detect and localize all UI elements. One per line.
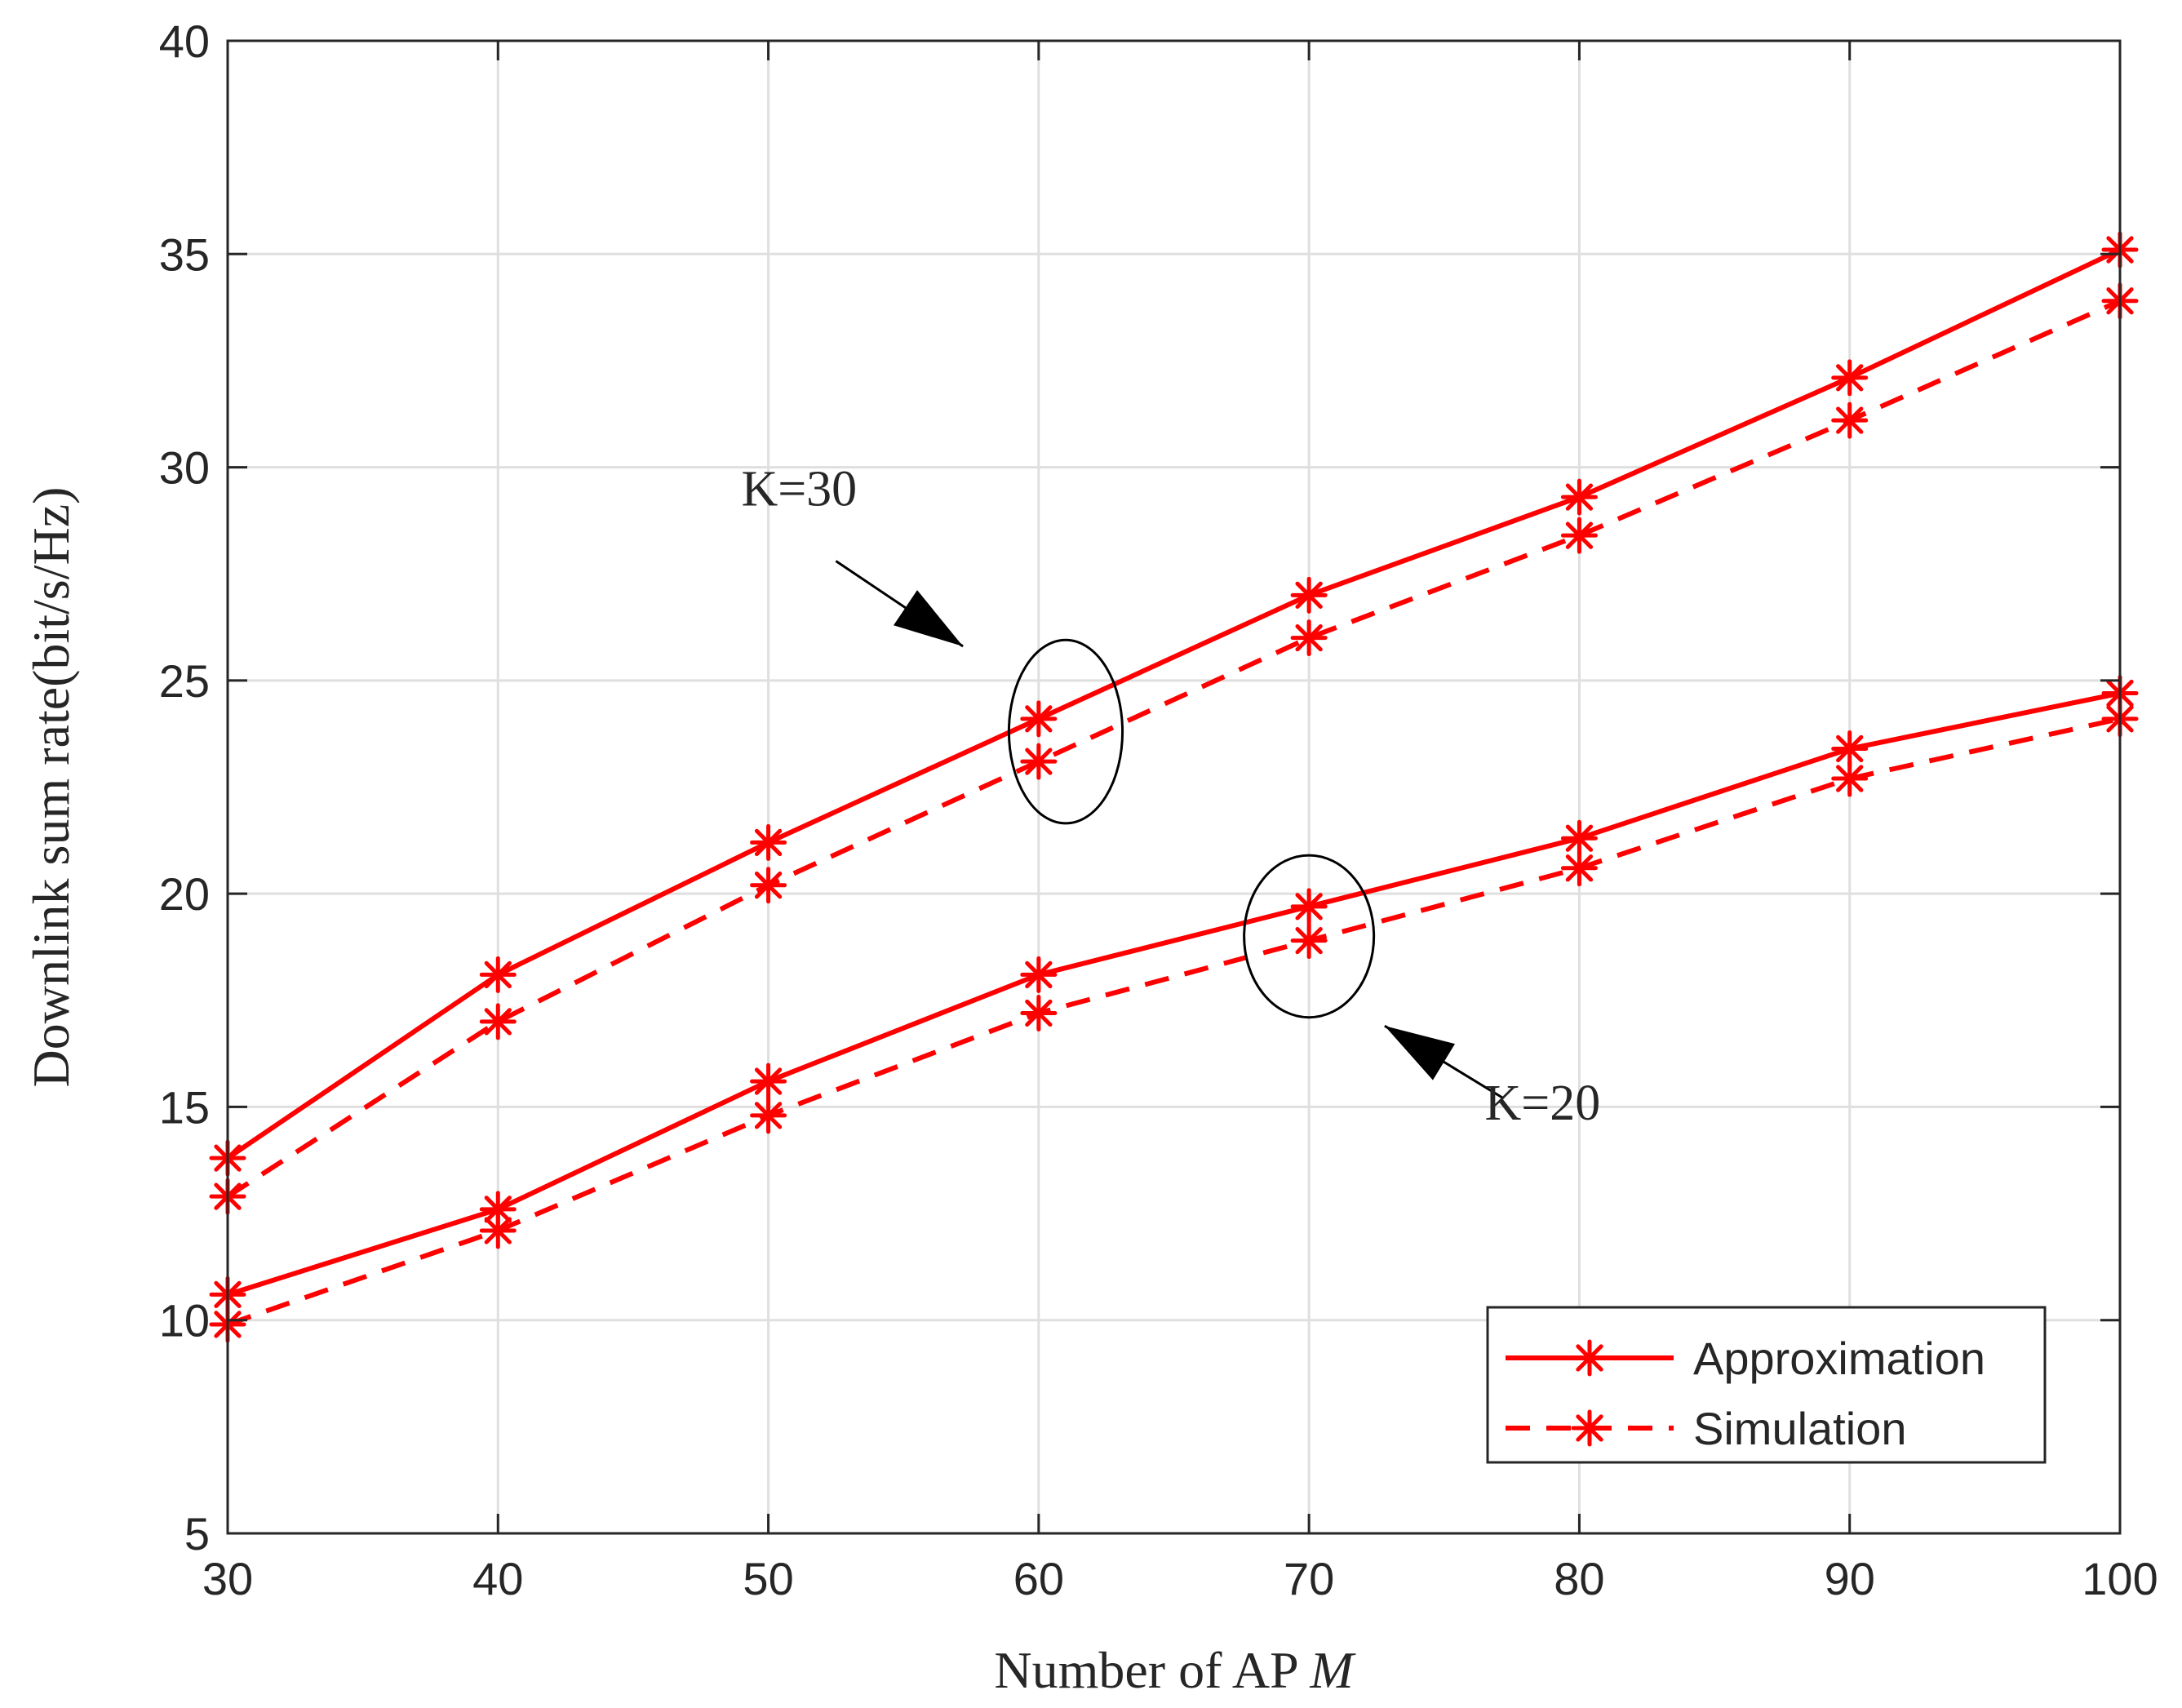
marker-stroke [1565, 521, 1594, 549]
x-axis-title-variable: M [1309, 1641, 1356, 1699]
data-point [1020, 956, 1058, 993]
series-line-k20-approximation [227, 690, 2121, 1298]
x-tick-label: 30 [202, 1553, 253, 1604]
data-point [750, 1063, 787, 1100]
data-point [479, 956, 517, 993]
data-point [1560, 819, 1598, 857]
annotation-label: K=20 [1484, 1076, 1600, 1131]
legend-label-simulation: Simulation [1693, 1403, 1906, 1454]
data-point [1831, 730, 1869, 767]
legend-label-approximation: Approximation [1693, 1333, 1985, 1384]
marker-stroke [1295, 893, 1323, 921]
data-point [1560, 850, 1598, 887]
data-point [1290, 619, 1328, 657]
marker-stroke [1836, 734, 1864, 763]
data-point [750, 1097, 787, 1134]
data-point [750, 823, 787, 861]
data-point [1020, 700, 1058, 738]
series-line-k20-simulation [227, 716, 2121, 1327]
y-tick-label: 35 [159, 228, 210, 280]
y-tick-label: 5 [184, 1508, 210, 1559]
x-tick-label: 80 [1554, 1553, 1604, 1604]
marker-stroke [754, 828, 783, 857]
marker-stroke [1565, 483, 1594, 511]
marker-stroke [1836, 765, 1864, 792]
data-point [479, 1003, 517, 1040]
marker-stroke [1576, 1344, 1603, 1372]
x-axis-title: Number of AP M [994, 1641, 1356, 1699]
data-point [1560, 478, 1598, 516]
x-tick-label: 70 [1284, 1553, 1334, 1604]
marker-stroke [1025, 960, 1053, 989]
marker-stroke [1836, 364, 1864, 392]
data-point [1290, 576, 1328, 614]
marker-stroke [1295, 581, 1323, 609]
series-line-k30-approximation [226, 247, 2122, 1160]
x-tick-label: 40 [472, 1553, 523, 1604]
marker-stroke [484, 1008, 512, 1036]
y-axis-title: Downlink sum rate(bit/s/Hz) [22, 487, 80, 1088]
y-tick-label: 15 [159, 1081, 210, 1133]
marker-stroke [1565, 854, 1594, 882]
marker-stroke [484, 1196, 512, 1223]
legend: Approximation Simulation [1486, 1306, 2047, 1464]
x-tick-label: 60 [1013, 1553, 1064, 1604]
y-tick-label: 10 [159, 1295, 210, 1346]
axes: 30 40 50 60 70 80 90 100 5 10 15 20 25 30 35 40 Number o… [22, 16, 2158, 1699]
series-line-k30-simulation [226, 299, 2122, 1199]
grid [226, 39, 2122, 1535]
annotation-arrow-head [894, 590, 964, 647]
marker-stroke [1565, 824, 1594, 852]
data-point [1020, 743, 1058, 780]
data-point [1020, 994, 1058, 1031]
marker-stroke [1025, 705, 1053, 733]
marker-stroke [484, 1217, 512, 1244]
marker-stroke [754, 1102, 783, 1129]
annotation-ellipse [1243, 854, 1376, 1019]
y-tick-label: 40 [159, 16, 210, 67]
legend-marker [1571, 1409, 1608, 1447]
marker-stroke [1295, 623, 1323, 652]
plot-frame [226, 39, 2122, 1535]
marker-stroke [1025, 748, 1053, 775]
data-point [1831, 401, 1869, 439]
x-tick-label: 100 [2082, 1553, 2158, 1604]
y-tick-label: 25 [159, 655, 210, 707]
marker-stroke [1576, 1414, 1603, 1442]
data-point [1560, 517, 1598, 554]
annotation-ellipse [1007, 638, 1124, 825]
x-axis-title-text: Number of AP [994, 1641, 1310, 1699]
marker-stroke [484, 960, 512, 989]
marker-stroke [754, 1067, 783, 1095]
y-tick-label: 30 [159, 442, 210, 494]
marker-stroke [1025, 999, 1053, 1027]
y-tick-label: 20 [159, 868, 210, 920]
data-point [479, 1212, 517, 1249]
annotations: K=30 K=20 [741, 462, 1600, 1132]
annotation-label: K=30 [741, 462, 857, 517]
data-point [750, 867, 787, 904]
marker-stroke [754, 872, 783, 899]
series-layer [209, 231, 2139, 1343]
marker-stroke [1836, 406, 1864, 434]
x-tick-label: 90 [1825, 1553, 1875, 1604]
data-point [1290, 888, 1328, 925]
annotation-arrow-head [1384, 1026, 1456, 1080]
x-tick-label: 50 [743, 1553, 793, 1604]
marker-stroke [1295, 926, 1323, 955]
data-point [1831, 359, 1869, 397]
data-point [1831, 760, 1869, 797]
data-point [1290, 922, 1328, 960]
legend-marker [1571, 1339, 1608, 1377]
